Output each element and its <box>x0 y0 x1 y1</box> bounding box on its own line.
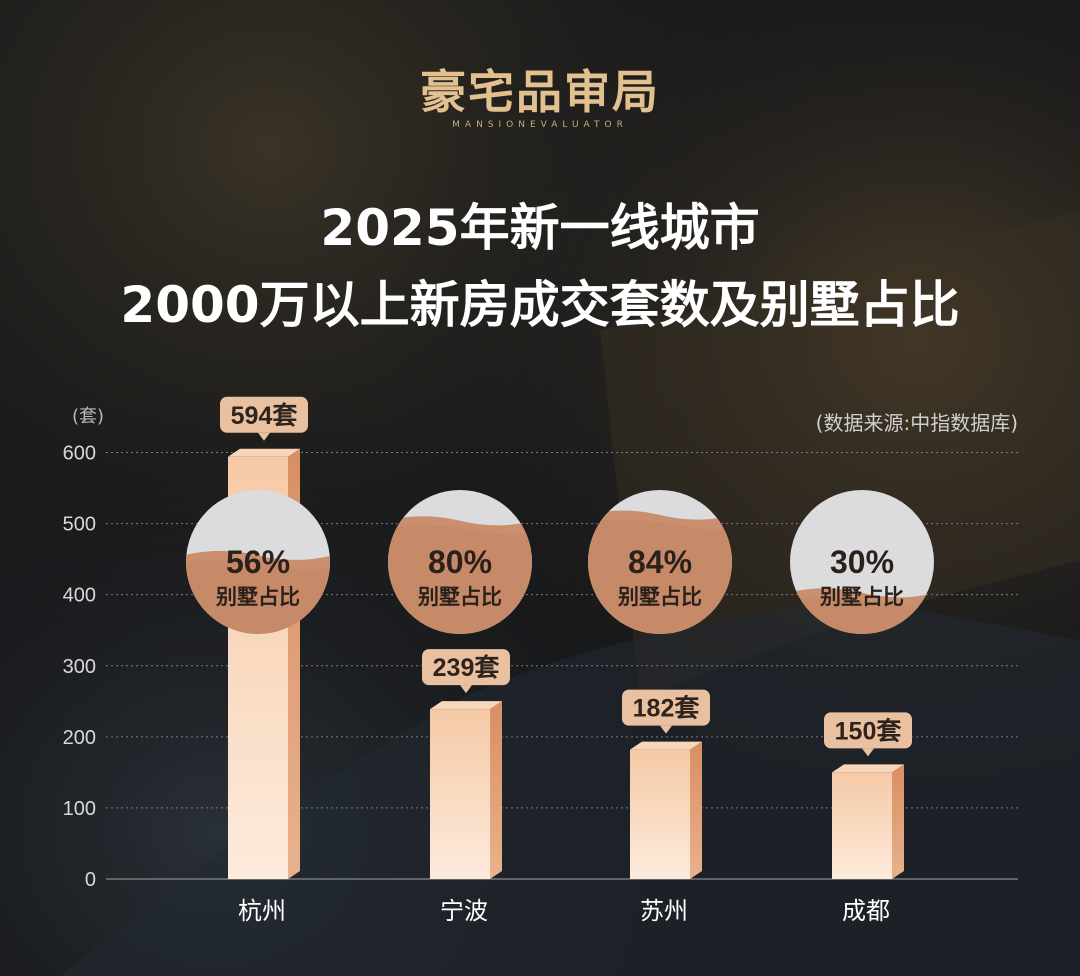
data-source-note: (数据来源:中指数据库) <box>815 411 1018 435</box>
y-tick-label: 200 <box>63 727 96 749</box>
value-label-pointer <box>258 432 270 441</box>
value-label: 239套 <box>433 654 501 682</box>
share-caption: 别墅占比 <box>819 585 904 609</box>
value-label-box <box>622 689 710 726</box>
value-label-box <box>422 649 510 686</box>
share-caption: 别墅占比 <box>417 585 502 609</box>
chart-title-line-1: 2025年新一线城市 <box>320 199 760 257</box>
bar-side <box>490 701 502 879</box>
bar-top <box>228 448 300 457</box>
share-percent-label: 80% <box>428 544 492 580</box>
y-tick-label: 500 <box>63 514 96 536</box>
share-percent-label: 56% <box>226 544 290 580</box>
x-category-label: 苏州 <box>640 897 688 925</box>
value-label: 594套 <box>231 402 299 430</box>
chart-title-line-2: 2000万以上新房成交套数及别墅占比 <box>120 276 960 334</box>
x-category-label: 成都 <box>842 897 890 925</box>
share-caption: 别墅占比 <box>215 585 300 609</box>
brand-logo: 豪宅品审局 MANSIONEVALUATOR <box>0 62 1080 130</box>
value-label-pointer <box>460 685 472 694</box>
brand-name: 豪宅品审局 <box>420 65 660 119</box>
x-category-label: 杭州 <box>238 897 286 925</box>
value-label: 150套 <box>835 717 903 745</box>
share-caption: 别墅占比 <box>617 585 702 609</box>
value-label: 182套 <box>633 695 701 723</box>
bar-side <box>690 741 702 879</box>
bar-top <box>430 701 502 710</box>
share-fill-wave <box>588 519 732 634</box>
brand-tagline: MANSIONEVALUATOR <box>452 120 628 130</box>
value-label-pointer <box>660 725 672 734</box>
share-fill-wave <box>388 525 532 634</box>
y-tick-label: 100 <box>63 798 96 820</box>
bar <box>430 709 490 879</box>
bar-side <box>892 764 904 879</box>
value-label-pointer <box>862 748 874 757</box>
bar <box>630 749 690 879</box>
y-tick-label: 300 <box>63 656 96 678</box>
value-label-box <box>220 396 308 433</box>
share-percent-label: 84% <box>628 544 692 580</box>
bar-top <box>832 764 904 773</box>
value-label-box <box>824 712 912 749</box>
y-tick-label: 400 <box>63 585 96 607</box>
y-tick-label: 0 <box>85 869 96 891</box>
bar-top <box>630 741 702 750</box>
share-percent-label: 30% <box>830 544 894 580</box>
x-category-label: 宁波 <box>440 897 488 925</box>
y-axis-unit: (套) <box>72 406 105 427</box>
bar <box>832 772 892 879</box>
y-tick-label: 600 <box>63 443 96 465</box>
